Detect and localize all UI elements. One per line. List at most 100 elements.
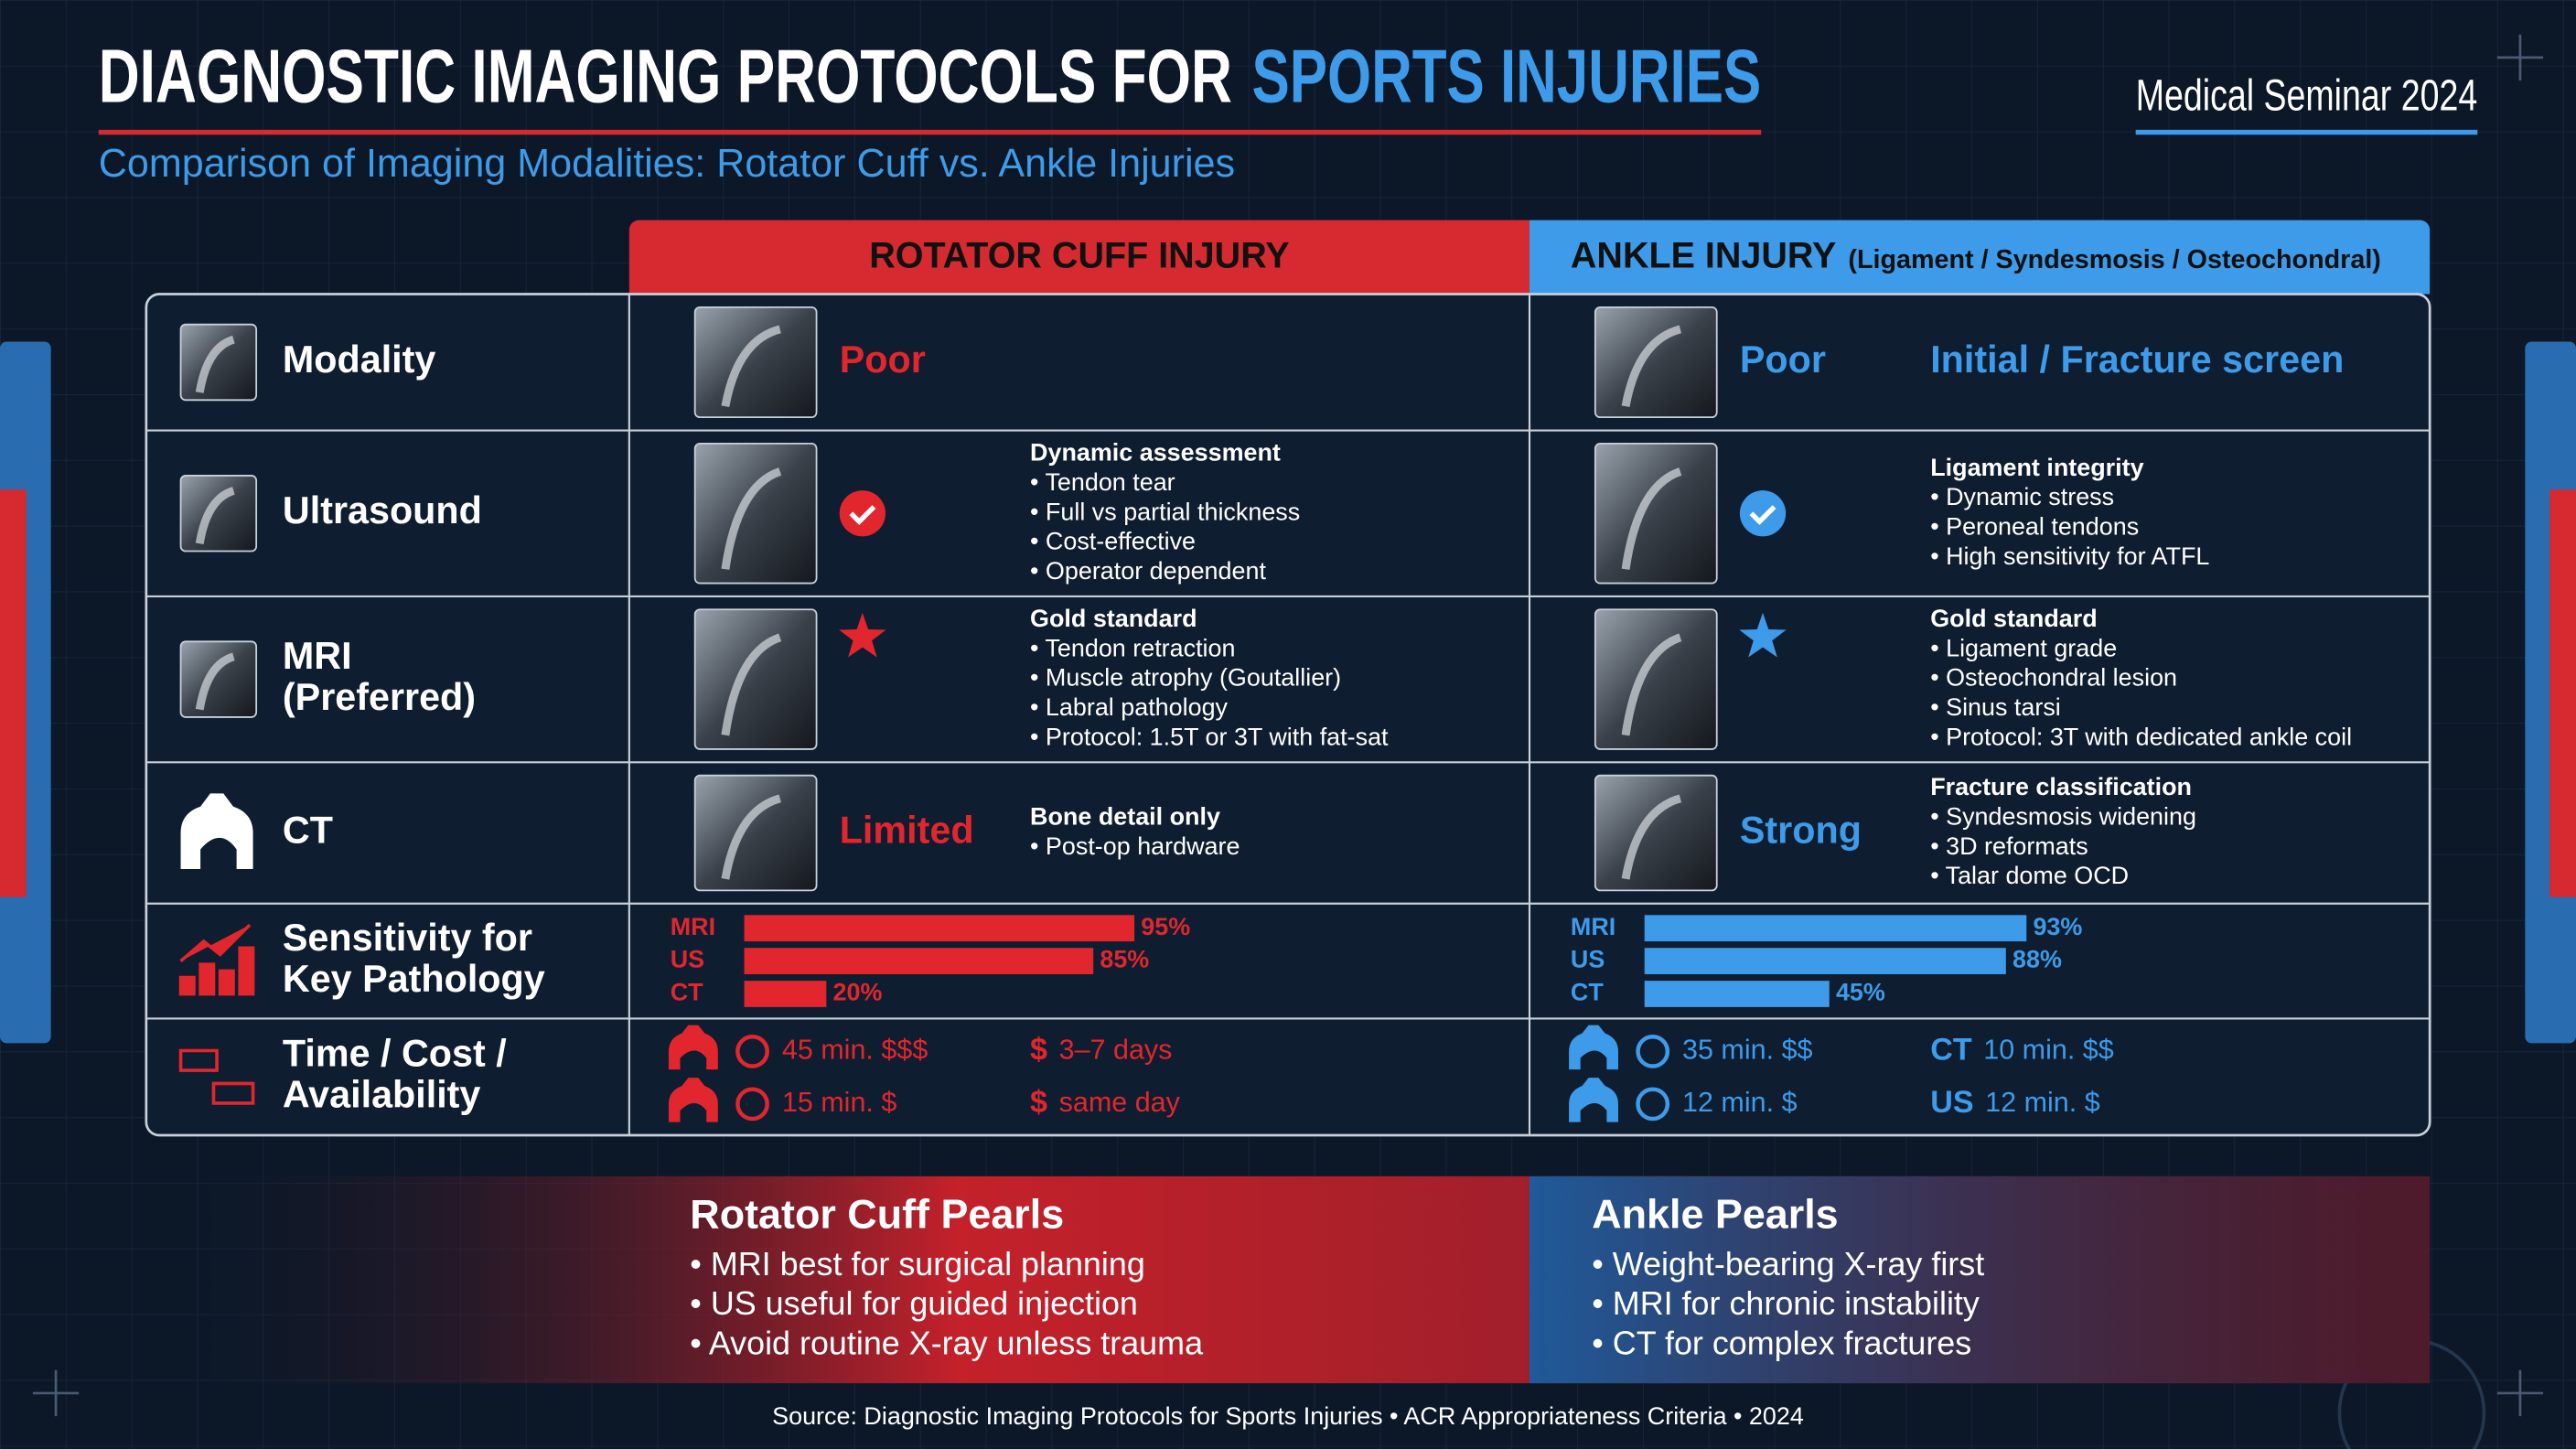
image-thumbnail-detail xyxy=(721,633,782,736)
time-cost: 15 min. $ xyxy=(782,1087,897,1118)
time-cost-prefix: US xyxy=(1930,1085,1973,1120)
cost-icon xyxy=(735,1034,769,1068)
image-thumbnail-detail xyxy=(195,487,235,545)
image-thumbnail-detail xyxy=(1621,467,1682,570)
image-thumbnail xyxy=(1594,442,1718,585)
rating: Strong xyxy=(1740,809,1862,851)
subtitle: Comparison of Imaging Modalities: Rotato… xyxy=(99,142,1235,186)
ankle-header xyxy=(1530,220,2431,295)
image-thumbnail xyxy=(1594,608,1718,750)
cell-bullet: • Peroneal tendons xyxy=(1930,512,2139,540)
bar-value-label: 88% xyxy=(2012,946,2062,973)
cell-bullet: • Cost-effective xyxy=(1030,528,1196,555)
row-label: Sensitivity for xyxy=(283,917,532,959)
table xyxy=(145,293,2431,1137)
image-thumbnail xyxy=(179,323,258,402)
rating: Limited xyxy=(840,809,974,851)
cell-bullet: • Post-op hardware xyxy=(1030,832,1240,860)
table-lines xyxy=(145,294,2431,1135)
image-thumbnail-detail xyxy=(721,794,782,880)
row-label: Ultrasound xyxy=(283,489,482,531)
title-underline xyxy=(98,129,1762,135)
bar xyxy=(744,981,827,1007)
row-label: (Preferred) xyxy=(283,676,476,718)
title: DIAGNOSTIC IMAGING PROTOCOLS FOR xyxy=(99,34,1232,119)
image-thumbnail xyxy=(693,608,818,750)
time-cost: 3–7 days xyxy=(1059,1034,1173,1065)
cell-bullet: • Talar dome OCD xyxy=(1930,862,2129,889)
pearl-bullet: • MRI best for surgical planning xyxy=(690,1245,1145,1283)
bar-label: US xyxy=(671,946,704,973)
pearl-bullet: • CT for complex fractures xyxy=(1592,1324,1971,1361)
row-label: MRI xyxy=(283,635,352,677)
cell-bullet: • Labral pathology xyxy=(1030,693,1229,721)
cell-heading: Ligament integrity xyxy=(1930,454,2143,481)
bar xyxy=(744,948,1094,974)
bar xyxy=(1644,981,1830,1007)
time-cost-prefix: $ xyxy=(1030,1085,1047,1120)
image-thumbnail xyxy=(179,640,258,718)
image-thumbnail xyxy=(179,475,258,553)
time-cost: 10 min. $$ xyxy=(1983,1034,2114,1065)
badge-underline xyxy=(2135,129,2478,135)
image-thumbnail-detail xyxy=(195,335,235,393)
cell-bullet: • Sinus tarsi xyxy=(1930,693,2061,721)
bar-value-label: 45% xyxy=(1836,979,1885,1006)
cost-icon xyxy=(1636,1034,1670,1068)
row-label: Availability xyxy=(283,1074,481,1116)
cell-bullet: • Protocol: 1.5T or 3T with fat-sat xyxy=(1030,723,1389,750)
image-thumbnail xyxy=(693,774,818,892)
ankle-title: ANKLE INJURY xyxy=(1571,235,1836,275)
bar-label: CT xyxy=(671,979,703,1006)
modality-icon xyxy=(668,1078,718,1122)
time-cost: same day xyxy=(1059,1087,1181,1118)
cell-bullet: • Operator dependent xyxy=(1030,557,1266,585)
image-thumbnail xyxy=(693,306,818,419)
image-thumbnail-detail xyxy=(1621,325,1682,407)
rotator-header xyxy=(628,220,1530,295)
image-thumbnail xyxy=(1594,774,1718,892)
row-label: Modality xyxy=(283,338,436,381)
cell-bullet: • 3D reformats xyxy=(1930,832,2088,860)
star-icon xyxy=(1739,612,1787,658)
image-thumbnail xyxy=(693,442,818,585)
cell-heading: Gold standard xyxy=(1030,605,1197,632)
cell-bullet: • Tendon retraction xyxy=(1030,634,1235,661)
time-cost: 12 min. $ xyxy=(1985,1087,2100,1118)
pearl-bullet: • Avoid routine X-ray unless trauma xyxy=(690,1324,1203,1361)
cell-heading: Dynamic assessment xyxy=(1030,439,1281,467)
bar-value-label: 20% xyxy=(833,979,883,1006)
image-thumbnail-detail xyxy=(721,325,782,407)
image-thumbnail-detail xyxy=(1621,633,1682,736)
bar-value-label: 93% xyxy=(2033,913,2082,940)
bar-label: MRI xyxy=(1571,913,1615,940)
corner-marks xyxy=(32,34,2544,1417)
modality-icon xyxy=(1569,1078,1618,1122)
cell-bullet: • Full vs partial thickness xyxy=(1030,498,1300,525)
pearl-bullet: • Weight-bearing X-ray first xyxy=(1592,1245,1984,1283)
side-accent xyxy=(0,489,27,897)
image-thumbnail-detail xyxy=(1621,794,1682,880)
image-thumbnail-detail xyxy=(721,467,782,570)
bar xyxy=(1644,915,2027,942)
rating-note: Initial / Fracture screen xyxy=(1930,338,2344,381)
bar-value-label: 85% xyxy=(1100,946,1149,973)
cell-bullet: • Protocol: 3T with dedicated ankle coil xyxy=(1930,723,2352,750)
rotator-title: ROTATOR CUFF INJURY xyxy=(869,235,1289,275)
check-icon xyxy=(1739,490,1787,537)
bar xyxy=(744,915,1135,942)
modality-icon xyxy=(1569,1025,1618,1070)
pearls-title: Ankle Pearls xyxy=(1592,1191,1838,1238)
bar-label: US xyxy=(1571,946,1605,973)
ct-icon xyxy=(180,793,253,870)
row-label: Time / Cost / xyxy=(283,1033,507,1075)
time-cost: 35 min. $$ xyxy=(1682,1034,1813,1065)
cell-bullet: • Dynamic stress xyxy=(1930,483,2114,510)
image-thumbnail-detail xyxy=(195,652,235,711)
image-thumbnail xyxy=(1594,306,1718,419)
title-highlight: SPORTS INJURIES xyxy=(1251,34,1761,119)
row-label: Key Pathology xyxy=(283,958,545,1000)
cell-heading: Gold standard xyxy=(1930,605,2098,632)
